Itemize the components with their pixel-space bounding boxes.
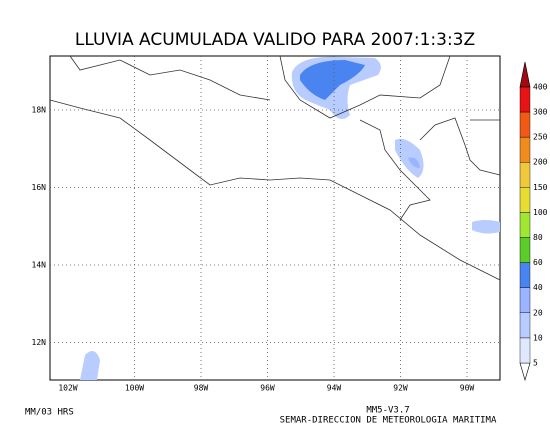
lon-label: 90W xyxy=(460,384,475,393)
lat-label: 12N xyxy=(32,338,47,347)
colorbar-label: 250 xyxy=(533,133,548,142)
lon-label: 100W xyxy=(125,384,144,393)
lat-label: 14N xyxy=(32,261,47,270)
footer-agency: SEMAR-DIRECCION DE METEOROLOGIA MARITIMA xyxy=(280,416,497,425)
lon-label: 98W xyxy=(194,384,209,393)
colorbar-label: 10 xyxy=(533,333,543,342)
colorbar-swatch xyxy=(519,111,531,138)
colorbar-label: 100 xyxy=(533,208,548,217)
lon-label: 92W xyxy=(393,384,408,393)
colorbar-swatch xyxy=(519,237,531,263)
lat-label: 16N xyxy=(32,183,47,192)
rain-areas xyxy=(80,56,500,380)
colorbar-swatch xyxy=(519,212,531,238)
map-frame xyxy=(49,55,501,381)
colorbar-swatch xyxy=(519,287,531,314)
colorbar-top xyxy=(519,61,531,88)
colorbar-swatch xyxy=(519,312,531,339)
coastlines xyxy=(49,55,501,281)
colorbar-label: 40 xyxy=(533,283,543,292)
colorbar-label: 5 xyxy=(533,359,538,368)
lat-label: 18N xyxy=(32,106,47,115)
lon-label: 94W xyxy=(327,384,342,393)
colorbar-label: 80 xyxy=(533,233,543,242)
colorbar-swatch xyxy=(519,187,531,213)
colorbar-bottom xyxy=(519,362,531,382)
colorbar-label: 300 xyxy=(533,108,548,117)
lon-label: 96W xyxy=(260,384,275,393)
colorbar-swatch xyxy=(519,161,531,188)
title: LLUVIA ACUMULADA VALIDO PARA 2007:1:3:3Z xyxy=(75,30,475,50)
colorbar: 5 10 20 40 60 80 100 150 200 250 300 400 xyxy=(519,61,548,382)
colorbar-swatch xyxy=(519,262,531,288)
colorbar-label: 200 xyxy=(533,158,548,167)
colorbar-label: 60 xyxy=(533,258,543,267)
colorbar-swatch xyxy=(519,86,531,113)
lon-label: 102W xyxy=(58,384,77,393)
colorbar-label: 150 xyxy=(533,183,548,192)
colorbar-label: 400 xyxy=(533,82,548,91)
footer-left: MM/03 HRS xyxy=(25,408,74,418)
graticule xyxy=(50,56,500,380)
colorbar-swatch xyxy=(519,136,531,163)
map xyxy=(49,55,501,381)
colorbar-label: 20 xyxy=(533,308,543,317)
colorbar-swatch xyxy=(519,337,531,364)
footer-model: MM5-V3.7 xyxy=(366,406,409,416)
